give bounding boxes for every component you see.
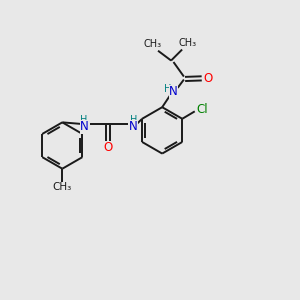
- Text: N: N: [129, 120, 138, 133]
- Text: O: O: [103, 141, 113, 154]
- Text: N: N: [80, 120, 89, 133]
- Text: O: O: [203, 72, 212, 85]
- Text: CH₃: CH₃: [143, 39, 161, 49]
- Text: N: N: [169, 85, 178, 98]
- Text: Cl: Cl: [197, 103, 208, 116]
- Text: H: H: [164, 84, 171, 94]
- Text: H: H: [80, 115, 87, 125]
- Text: CH₃: CH₃: [53, 182, 72, 192]
- Text: CH₃: CH₃: [179, 38, 197, 48]
- Text: H: H: [130, 115, 137, 125]
